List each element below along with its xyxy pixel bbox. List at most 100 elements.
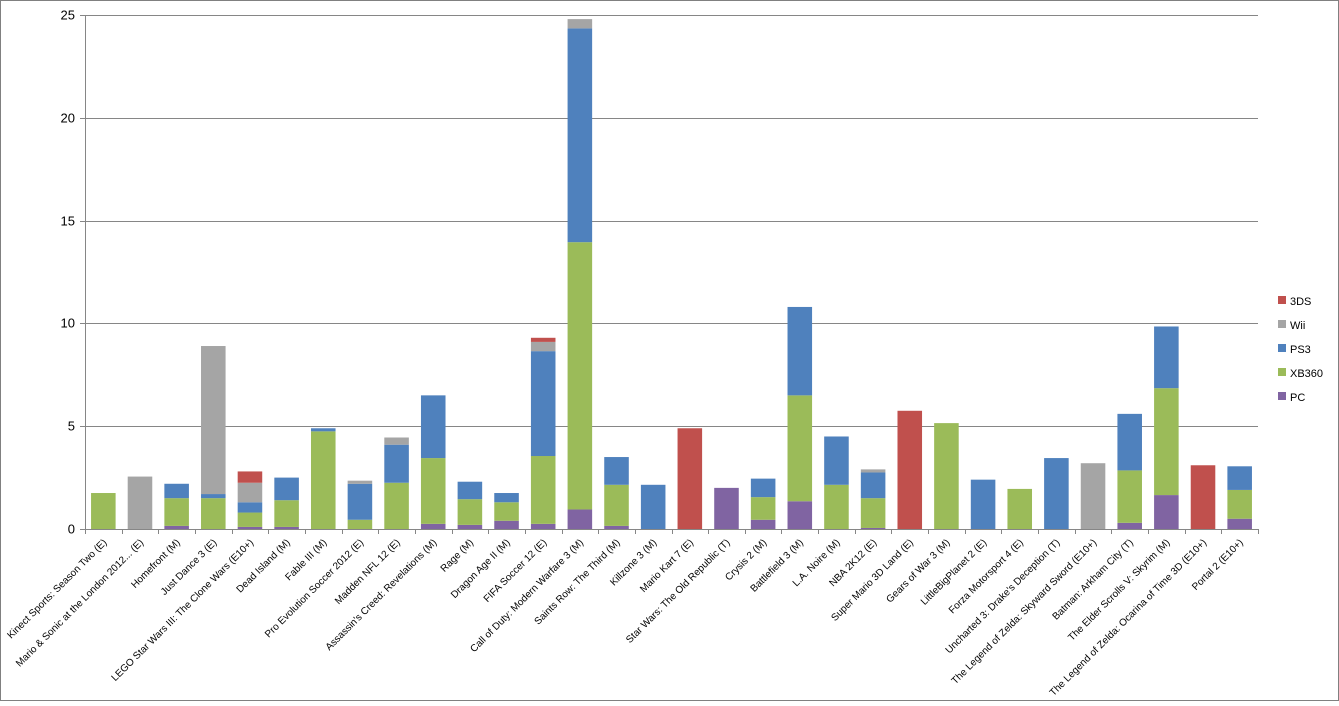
legend-label: PC — [1290, 392, 1305, 404]
bar-segment-xb360 — [274, 500, 299, 527]
legend-item: PC — [1278, 392, 1305, 404]
bar-segment-xb360 — [1227, 489, 1252, 519]
bar-stack — [677, 428, 703, 529]
bar-segment-wii — [860, 469, 886, 473]
bar-stack — [274, 477, 299, 529]
bar-segment-xb360 — [567, 242, 593, 510]
bar-segment-ps3 — [494, 493, 519, 503]
bar-segment-wii — [384, 437, 409, 445]
bar-segment-pc — [1117, 522, 1142, 529]
bar-segment-wii — [1080, 463, 1106, 529]
legend-swatch — [1278, 368, 1286, 376]
bar-stack — [1117, 413, 1142, 529]
bar-stack — [640, 484, 666, 529]
bar-segment-pc — [567, 509, 593, 529]
bar-segment-ps3 — [787, 306, 813, 396]
bar-segment-ps3 — [604, 457, 629, 485]
legend-label: XB360 — [1290, 368, 1323, 380]
bar-stack — [384, 437, 409, 529]
bar-segment-ps3 — [750, 478, 776, 498]
bar-stack — [347, 480, 373, 529]
bar-segment-xb360 — [384, 482, 409, 529]
bar-segment-ps3 — [824, 436, 849, 485]
bar-segment-pc — [457, 524, 483, 529]
bar-segment-xb360 — [530, 456, 556, 524]
bar-stack — [164, 483, 189, 529]
legend-item: 3DS — [1278, 296, 1311, 308]
bar-segment-xb360 — [1117, 470, 1142, 523]
bar-segment-xb360 — [787, 395, 813, 502]
bar-stack — [714, 487, 739, 529]
bar-segment-ps3 — [164, 483, 189, 499]
bar-stack — [237, 471, 263, 529]
y-tick-label: 5 — [68, 419, 75, 434]
gridlines — [85, 15, 1258, 427]
bar-segment-ps3 — [567, 28, 593, 243]
bar-segment-xb360 — [860, 498, 886, 528]
bar-segment-pc — [494, 520, 519, 529]
bar-segment-pc — [714, 487, 739, 529]
bar-segment-pc — [750, 519, 776, 529]
bar-segment-ps3 — [530, 351, 556, 457]
bar-stack — [494, 493, 519, 529]
bar-segment-xb360 — [420, 458, 446, 524]
bar-stack — [970, 479, 996, 529]
bar-segment-pc — [787, 501, 813, 529]
y-tick-label: 20 — [61, 111, 75, 126]
bar-segment-xb360 — [91, 493, 116, 529]
bar-segment-ps3 — [970, 479, 996, 529]
bar-segment-3ds — [897, 410, 923, 529]
bar-stack — [91, 493, 116, 529]
bar-segment-ps3 — [384, 444, 409, 483]
bar-segment-pc — [274, 526, 299, 529]
bar-segment-xb360 — [934, 423, 959, 529]
bar-segment-ps3 — [1117, 413, 1142, 471]
legend-swatch — [1278, 392, 1286, 400]
bar-segment-pc — [420, 523, 446, 529]
bar-segment-xb360 — [164, 498, 189, 526]
bar-segment-ps3 — [1044, 458, 1069, 529]
legend-item: Wii — [1278, 320, 1305, 332]
bar-stack — [201, 346, 226, 529]
legend-item: XB360 — [1278, 368, 1323, 380]
bar-segment-ps3 — [1227, 466, 1252, 490]
bar-segment-3ds — [677, 428, 703, 529]
bar-segment-ps3 — [201, 494, 226, 499]
bar-segment-wii — [237, 482, 263, 503]
bar-segment-3ds — [530, 337, 556, 342]
bar-stack — [310, 428, 336, 529]
bar-stack — [787, 306, 813, 529]
bar-segment-pc — [604, 525, 629, 529]
bar-stack — [1154, 326, 1179, 529]
bar-stack — [530, 337, 556, 529]
legend-swatch — [1278, 344, 1286, 352]
legend-label: 3DS — [1290, 296, 1311, 308]
bar-stack — [897, 410, 923, 529]
bar-stack — [824, 436, 849, 529]
bar-segment-pc — [164, 525, 189, 529]
bar-segment-pc — [1154, 495, 1179, 529]
bar-stack — [127, 476, 153, 529]
bar-stack — [1080, 463, 1106, 529]
bar-segment-ps3 — [457, 481, 483, 500]
bar-segment-3ds — [237, 471, 263, 483]
y-tick-label: 10 — [61, 316, 75, 331]
bar-segment-pc — [530, 523, 556, 529]
legend: 3DS Wii PS3 XB360 PC — [1278, 296, 1323, 404]
bar-segment-pc — [1227, 518, 1252, 529]
bar-segment-xb360 — [1154, 388, 1179, 496]
bar-segment-ps3 — [640, 484, 666, 529]
bar-segment-ps3 — [1154, 326, 1179, 389]
y-tick-label: 0 — [68, 522, 75, 537]
bar-segment-xb360 — [824, 484, 849, 529]
bar-segment-xb360 — [310, 431, 336, 529]
legend-label: Wii — [1290, 320, 1305, 332]
legend-label: PS3 — [1290, 344, 1311, 356]
bar-segment-xb360 — [1007, 488, 1033, 529]
bar-stack — [1190, 465, 1216, 529]
bar-segment-pc — [237, 526, 263, 529]
legend-swatch — [1278, 296, 1286, 304]
bar-segment-xb360 — [201, 498, 226, 529]
